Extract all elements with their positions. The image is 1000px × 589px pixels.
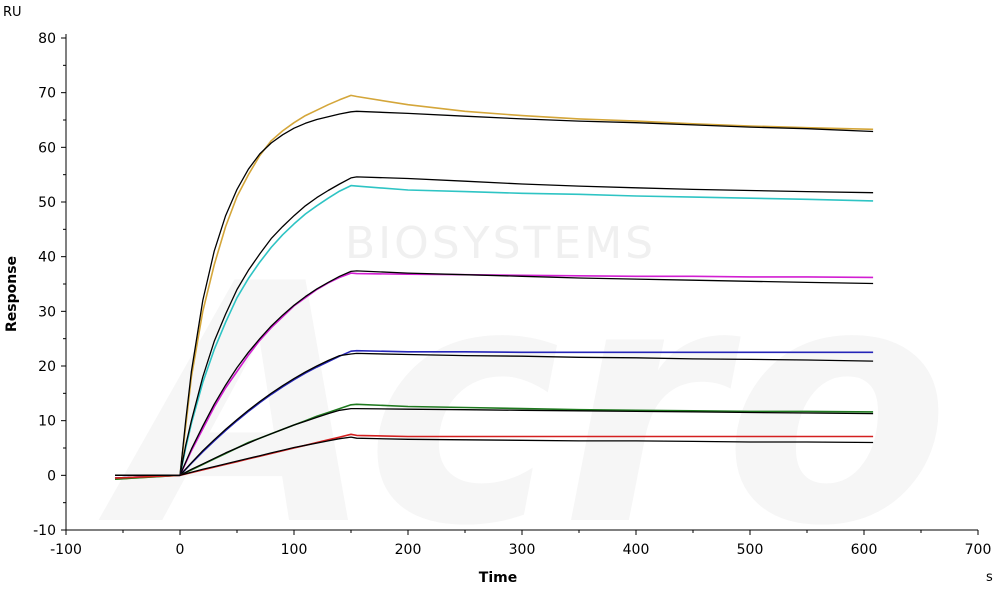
x-tick-label: 400 bbox=[623, 542, 650, 558]
x-tick-label: 300 bbox=[509, 542, 536, 558]
y-tick-label: 10 bbox=[38, 414, 56, 430]
x-tick-label: 500 bbox=[737, 542, 764, 558]
series-layer bbox=[114, 94, 874, 480]
y-tick-label: 60 bbox=[38, 140, 56, 156]
fit-curve-2 bbox=[115, 110, 874, 476]
y-unit-label: RU bbox=[3, 5, 22, 20]
y-tick-label: 0 bbox=[47, 468, 56, 484]
x-tick-label: -100 bbox=[50, 542, 82, 558]
x-tick-label: 100 bbox=[281, 542, 308, 558]
watermark-text: BIOSYSTEMS bbox=[345, 218, 656, 269]
response-curve-7 bbox=[114, 349, 874, 479]
response-curve-3 bbox=[114, 184, 874, 479]
fit-curve-4 bbox=[115, 176, 874, 476]
x-tick-label: 700 bbox=[965, 542, 992, 558]
x-tick-label: 0 bbox=[176, 542, 185, 558]
fit-curve-12 bbox=[115, 436, 874, 476]
x-axis-title: Time bbox=[479, 570, 517, 586]
response-curve-1 bbox=[114, 94, 874, 480]
y-tick-label: 70 bbox=[38, 86, 56, 102]
fit-curve-6 bbox=[115, 270, 874, 476]
fit-curve-10 bbox=[115, 407, 874, 476]
y-tick-label: 80 bbox=[38, 31, 56, 47]
y-tick-label: -10 bbox=[33, 523, 56, 539]
x-tick-label: 200 bbox=[395, 542, 422, 558]
y-tick-label: 20 bbox=[38, 359, 56, 375]
x-unit-label: s bbox=[986, 570, 993, 585]
y-tick-label: 30 bbox=[38, 304, 56, 320]
y-axis-title: Response bbox=[4, 256, 20, 332]
x-tick-label: 600 bbox=[851, 542, 878, 558]
y-tick-label: 40 bbox=[38, 250, 56, 266]
fit-curve-8 bbox=[115, 352, 874, 476]
y-tick-label: 50 bbox=[38, 195, 56, 211]
